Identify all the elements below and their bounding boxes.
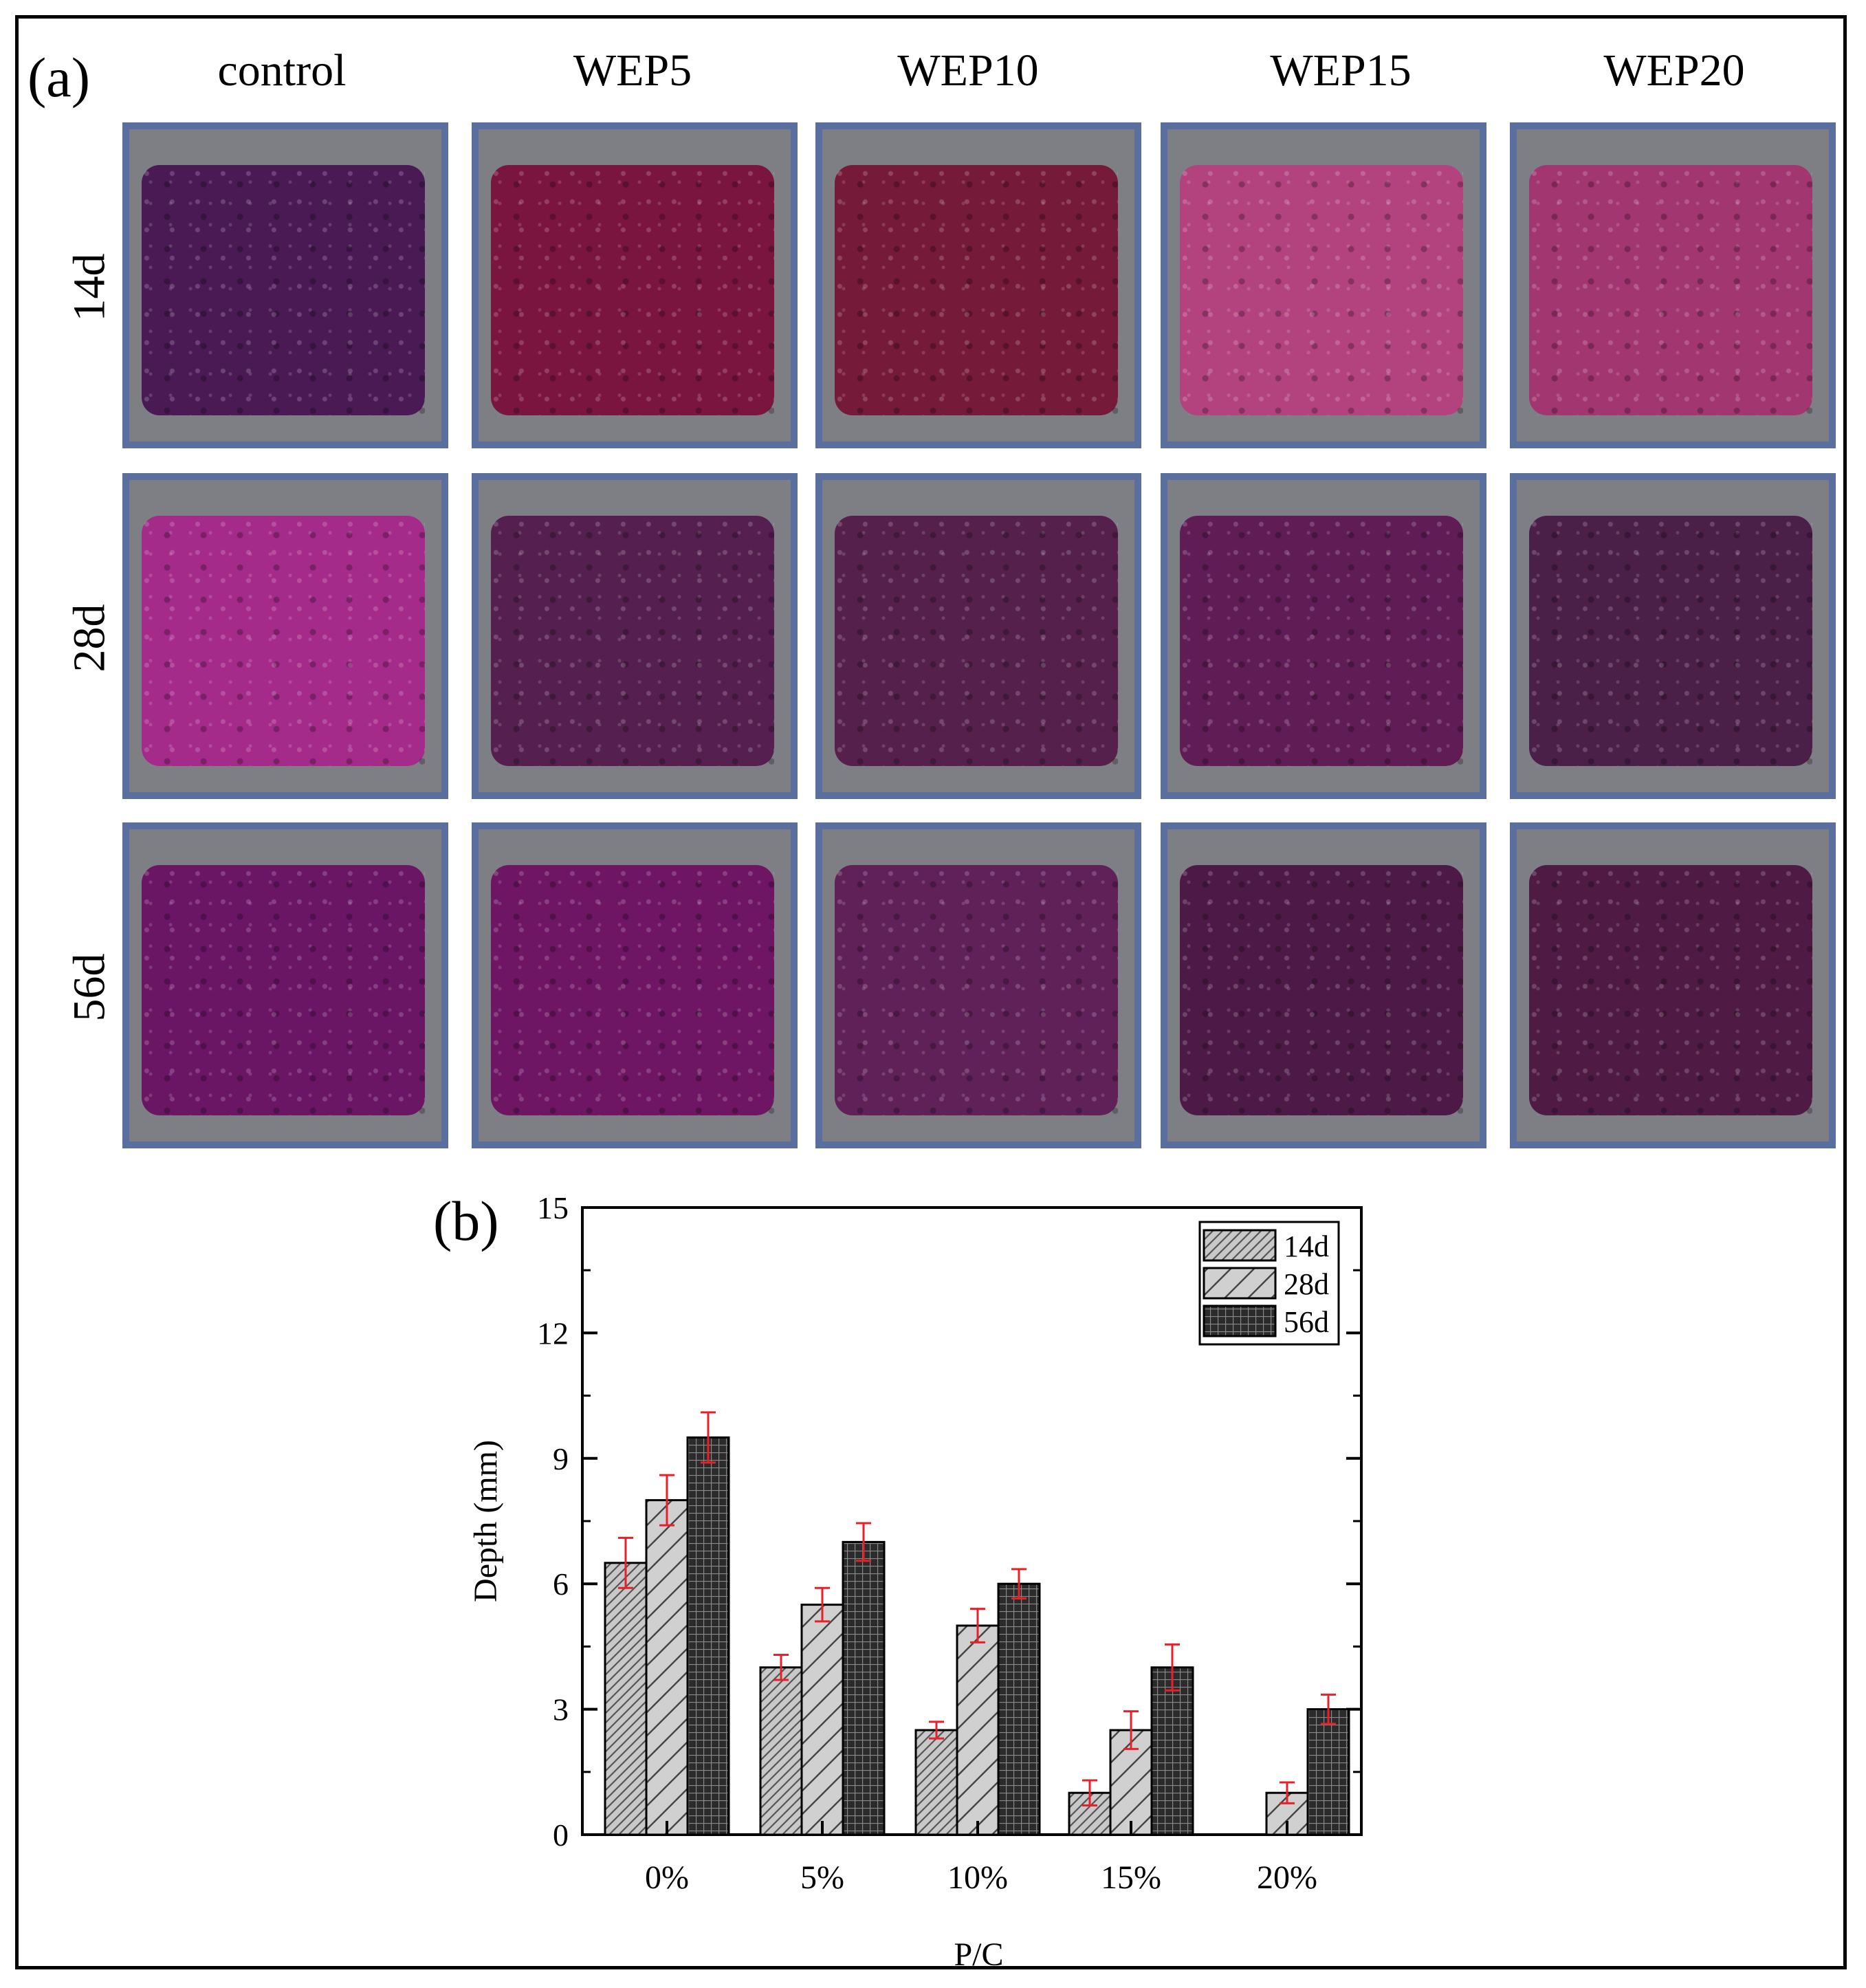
x-tick-label: 10%	[947, 1859, 1008, 1896]
specimen-photo	[472, 122, 798, 448]
y-tick-label: 0	[553, 1817, 569, 1853]
specimen-photo	[1510, 473, 1836, 799]
bar	[604, 1562, 648, 1836]
bar	[1150, 1666, 1194, 1836]
legend-label: 14d	[1284, 1230, 1329, 1263]
bar	[645, 1499, 689, 1836]
specimen-photo	[122, 822, 448, 1148]
y-tick-label: 9	[553, 1441, 569, 1476]
column-label-wep15: WEP15	[1270, 45, 1412, 96]
bar	[997, 1582, 1041, 1836]
y-axis-label: Depth (mm)	[468, 1440, 504, 1602]
bar	[800, 1604, 844, 1836]
bar	[956, 1624, 1000, 1836]
bar	[686, 1436, 730, 1836]
x-tick-label: 20%	[1257, 1859, 1317, 1896]
y-tick-label: 15	[537, 1190, 569, 1225]
specimen-photo	[1161, 473, 1486, 799]
panel-b-label: (b)	[433, 1190, 499, 1252]
legend-swatch	[1203, 1267, 1277, 1300]
specimen-photo	[1510, 122, 1836, 448]
legend-swatch	[1203, 1229, 1277, 1262]
column-label-control: control	[217, 45, 347, 96]
bar	[759, 1666, 803, 1836]
panel-a-label: (a)	[28, 46, 91, 109]
legend-label: 28d	[1284, 1267, 1329, 1301]
legend-label: 56d	[1284, 1305, 1329, 1339]
specimen-photo	[122, 122, 448, 448]
specimen-photo	[1510, 822, 1836, 1148]
figure-frame	[15, 15, 1847, 1969]
y-tick-label: 12	[537, 1315, 569, 1351]
column-label-wep20: WEP20	[1603, 45, 1745, 96]
x-tick-label: 5%	[800, 1859, 844, 1896]
specimen-photo	[815, 473, 1141, 799]
bar	[842, 1540, 886, 1836]
bar	[914, 1729, 958, 1836]
x-axis-label: P/C	[954, 1936, 1003, 1973]
x-tick-label: 0%	[645, 1859, 689, 1896]
specimen-photo	[122, 473, 448, 799]
specimen-photo	[1161, 122, 1486, 448]
column-label-wep10: WEP10	[897, 45, 1039, 96]
specimen-photo	[815, 822, 1141, 1148]
y-tick-label: 6	[553, 1566, 569, 1602]
specimen-photo	[1161, 822, 1486, 1148]
bar	[1306, 1708, 1350, 1836]
specimen-photo	[472, 822, 798, 1148]
y-tick-label: 3	[553, 1692, 569, 1727]
legend-swatch	[1203, 1304, 1277, 1337]
x-tick-label: 15%	[1101, 1859, 1161, 1896]
specimen-photo	[472, 473, 798, 799]
column-label-wep5: WEP5	[573, 45, 692, 96]
specimen-photo	[815, 122, 1141, 448]
